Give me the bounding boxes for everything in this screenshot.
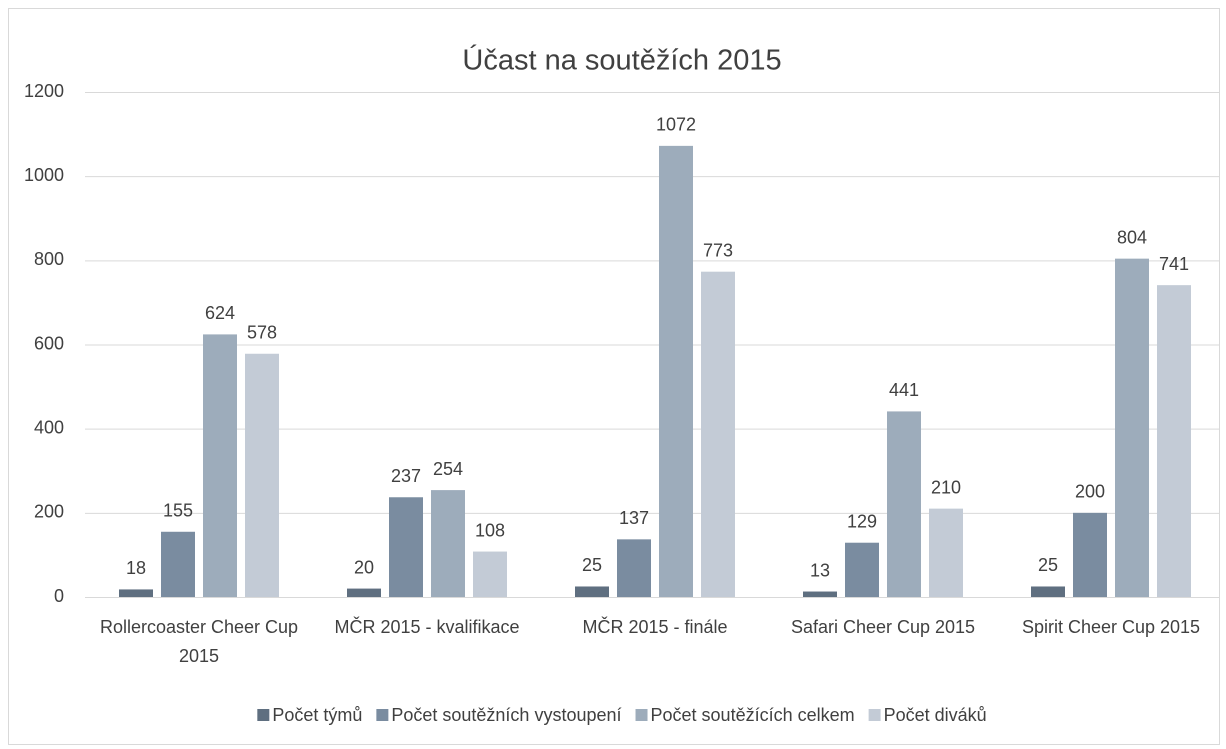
- bar: [803, 591, 837, 597]
- bar: [701, 271, 735, 597]
- bar: [389, 497, 423, 597]
- bar: [119, 589, 153, 597]
- data-label: 18: [126, 558, 146, 578]
- bar: [659, 145, 693, 597]
- data-label: 741: [1159, 254, 1189, 274]
- data-label: 20: [354, 557, 374, 577]
- bar: [1031, 586, 1065, 597]
- y-tick-label: 400: [34, 417, 64, 437]
- data-label: 237: [391, 466, 421, 486]
- y-tick-label: 0: [54, 586, 64, 606]
- data-label: 137: [619, 508, 649, 528]
- x-tick-label-line: 2015: [179, 646, 219, 666]
- y-tick-label: 200: [34, 502, 64, 522]
- bar: [1157, 285, 1191, 597]
- bar: [1073, 512, 1107, 597]
- data-label: 804: [1117, 227, 1147, 247]
- data-label: 624: [205, 303, 235, 323]
- bar: [431, 490, 465, 597]
- legend-swatch: [376, 709, 389, 721]
- data-label: 441: [889, 380, 919, 400]
- bar: [887, 411, 921, 597]
- x-tick-label: Safari Cheer Cup 2015: [791, 617, 975, 637]
- data-label: 155: [163, 501, 193, 521]
- legend-swatch: [257, 709, 270, 721]
- x-tick-label: MČR 2015 - kvalifikace: [334, 616, 519, 637]
- bar: [161, 531, 195, 597]
- bar: [347, 588, 381, 597]
- data-label: 210: [931, 477, 961, 497]
- bar: [845, 542, 879, 597]
- legend-label: Počet týmů: [272, 705, 362, 725]
- bar: [575, 586, 609, 597]
- y-tick-label: 800: [34, 249, 64, 269]
- bar: [473, 551, 507, 597]
- chart-title: Účast na soutěžích 2015: [462, 44, 781, 77]
- legend-label: Počet soutěžních vystoupení: [391, 705, 621, 725]
- data-label: 13: [810, 560, 830, 580]
- data-label: 25: [582, 555, 602, 575]
- y-tick-label: 1000: [24, 165, 64, 185]
- y-tick-label: 1200: [24, 81, 64, 101]
- y-tick-label: 600: [34, 333, 64, 353]
- data-label: 773: [703, 240, 733, 260]
- x-tick-label: MČR 2015 - finále: [582, 616, 727, 637]
- bar: [929, 508, 963, 597]
- data-label: 129: [847, 511, 877, 531]
- data-label: 108: [475, 520, 505, 540]
- legend-swatch: [635, 709, 648, 721]
- legend-label: Počet diváků: [884, 705, 987, 725]
- legend-swatch: [868, 709, 881, 721]
- data-label: 25: [1038, 555, 1058, 575]
- data-label: 254: [433, 459, 463, 479]
- data-label: 578: [247, 323, 277, 343]
- data-label: 200: [1075, 482, 1105, 502]
- x-tick-label-line: Rollercoaster Cheer Cup: [100, 617, 298, 637]
- bar: [203, 334, 237, 597]
- bar: [617, 539, 651, 597]
- legend-label: Počet soutěžících celkem: [651, 705, 855, 725]
- bar: [245, 353, 279, 597]
- data-label: 1072: [656, 115, 696, 135]
- bar: [1115, 258, 1149, 597]
- x-tick-label: Spirit Cheer Cup 2015: [1022, 617, 1200, 637]
- x-tick-label: Rollercoaster Cheer Cup 2015: [100, 617, 298, 666]
